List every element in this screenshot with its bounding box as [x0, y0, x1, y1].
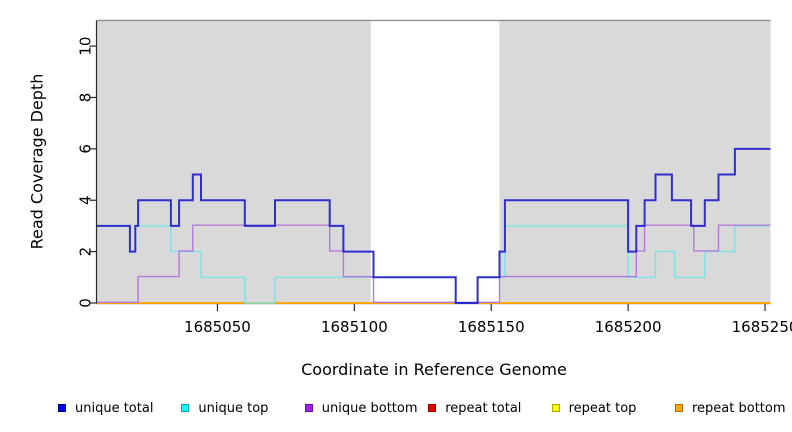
x-axis-title: Coordinate in Reference Genome	[301, 360, 567, 379]
series-unique-total	[97, 147, 771, 304]
legend-label: unique bottom	[321, 400, 418, 416]
x-tick-label: 1685200	[595, 318, 662, 336]
legend-swatch	[551, 404, 560, 412]
legend-swatch	[428, 404, 437, 412]
legend-item-repeat-bottom: repeat bottom	[675, 399, 786, 417]
y-tick-label: 0	[77, 298, 95, 308]
unshaded-region	[370, 20, 500, 304]
x-tick-label: 1685100	[321, 318, 388, 336]
x-tick-label: 1685150	[458, 318, 525, 336]
legend-label: repeat bottom	[692, 400, 786, 416]
legend-swatch	[58, 404, 66, 412]
y-tick-label: 2	[77, 247, 95, 257]
x-tick-label: 1685050	[184, 318, 251, 336]
y-tick-label: 4	[77, 195, 95, 205]
x-tick-label: 1685250	[732, 318, 792, 336]
legend-item-unique-bottom: unique bottom	[304, 399, 418, 417]
legend-item-unique-total: unique total	[58, 399, 153, 417]
legend-label: unique top	[198, 400, 269, 416]
legend-swatch	[304, 404, 313, 412]
y-tick-label: 10	[77, 37, 95, 56]
legend-item-unique-top: unique top	[181, 399, 268, 417]
legend: unique total unique top unique bottom repea…	[0, 399, 792, 421]
legend-swatch	[675, 404, 683, 412]
legend-swatch	[181, 404, 190, 412]
legend-label: repeat top	[568, 400, 637, 416]
series-unique-bottom	[97, 224, 771, 304]
legend-label: unique total	[75, 400, 154, 416]
legend-item-repeat-total: repeat total	[428, 399, 521, 417]
legend-item-repeat-top: repeat top	[551, 399, 637, 417]
legend-label: repeat total	[445, 400, 522, 416]
y-axis-title: Read Coverage Depth	[27, 73, 47, 250]
y-tick-label: 8	[77, 93, 95, 103]
y-tick-label: 6	[77, 144, 95, 154]
